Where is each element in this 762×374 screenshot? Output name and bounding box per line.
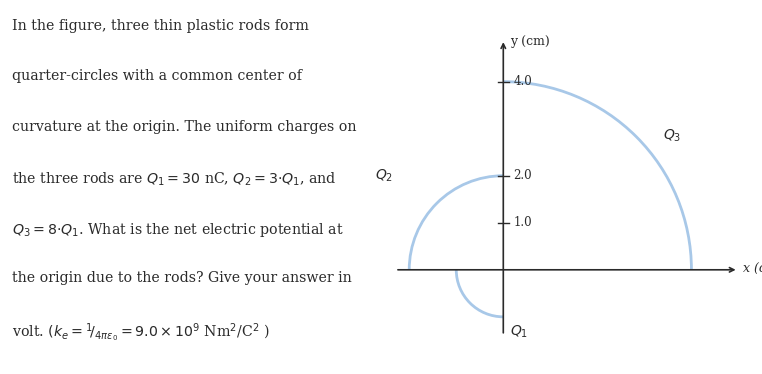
Text: $Q_3 = 8{\cdot}Q_1$. What is the net electric potential at: $Q_3 = 8{\cdot}Q_1$. What is the net ele… (12, 221, 344, 239)
Text: volt. $(k_e = {^1\!/{_{4\pi\epsilon_0}}} = 9.0 \times 10^9$ Nm$^2$/C$^2$ ): volt. $(k_e = {^1\!/{_{4\pi\epsilon_0}}}… (12, 322, 270, 344)
Text: the three rods are $Q_1 = 30$ nC, $Q_2 = 3{\cdot}Q_1$, and: the three rods are $Q_1 = 30$ nC, $Q_2 =… (12, 170, 337, 188)
Text: curvature at the origin. The uniform charges on: curvature at the origin. The uniform cha… (12, 120, 357, 134)
Text: 1.0: 1.0 (514, 216, 533, 229)
Text: $Q_3$: $Q_3$ (663, 128, 681, 144)
Text: 4.0: 4.0 (514, 75, 533, 88)
Text: the origin due to the rods? Give your answer in: the origin due to the rods? Give your an… (12, 271, 351, 285)
Text: $Q_2$: $Q_2$ (375, 168, 392, 184)
Text: y (cm): y (cm) (511, 35, 550, 47)
Text: 2.0: 2.0 (514, 169, 533, 182)
Text: x (cm): x (cm) (743, 263, 762, 276)
Text: quarter-circles with a common center of: quarter-circles with a common center of (12, 69, 302, 83)
Text: $Q_1$: $Q_1$ (511, 324, 529, 340)
Text: In the figure, three thin plastic rods form: In the figure, three thin plastic rods f… (12, 19, 309, 33)
